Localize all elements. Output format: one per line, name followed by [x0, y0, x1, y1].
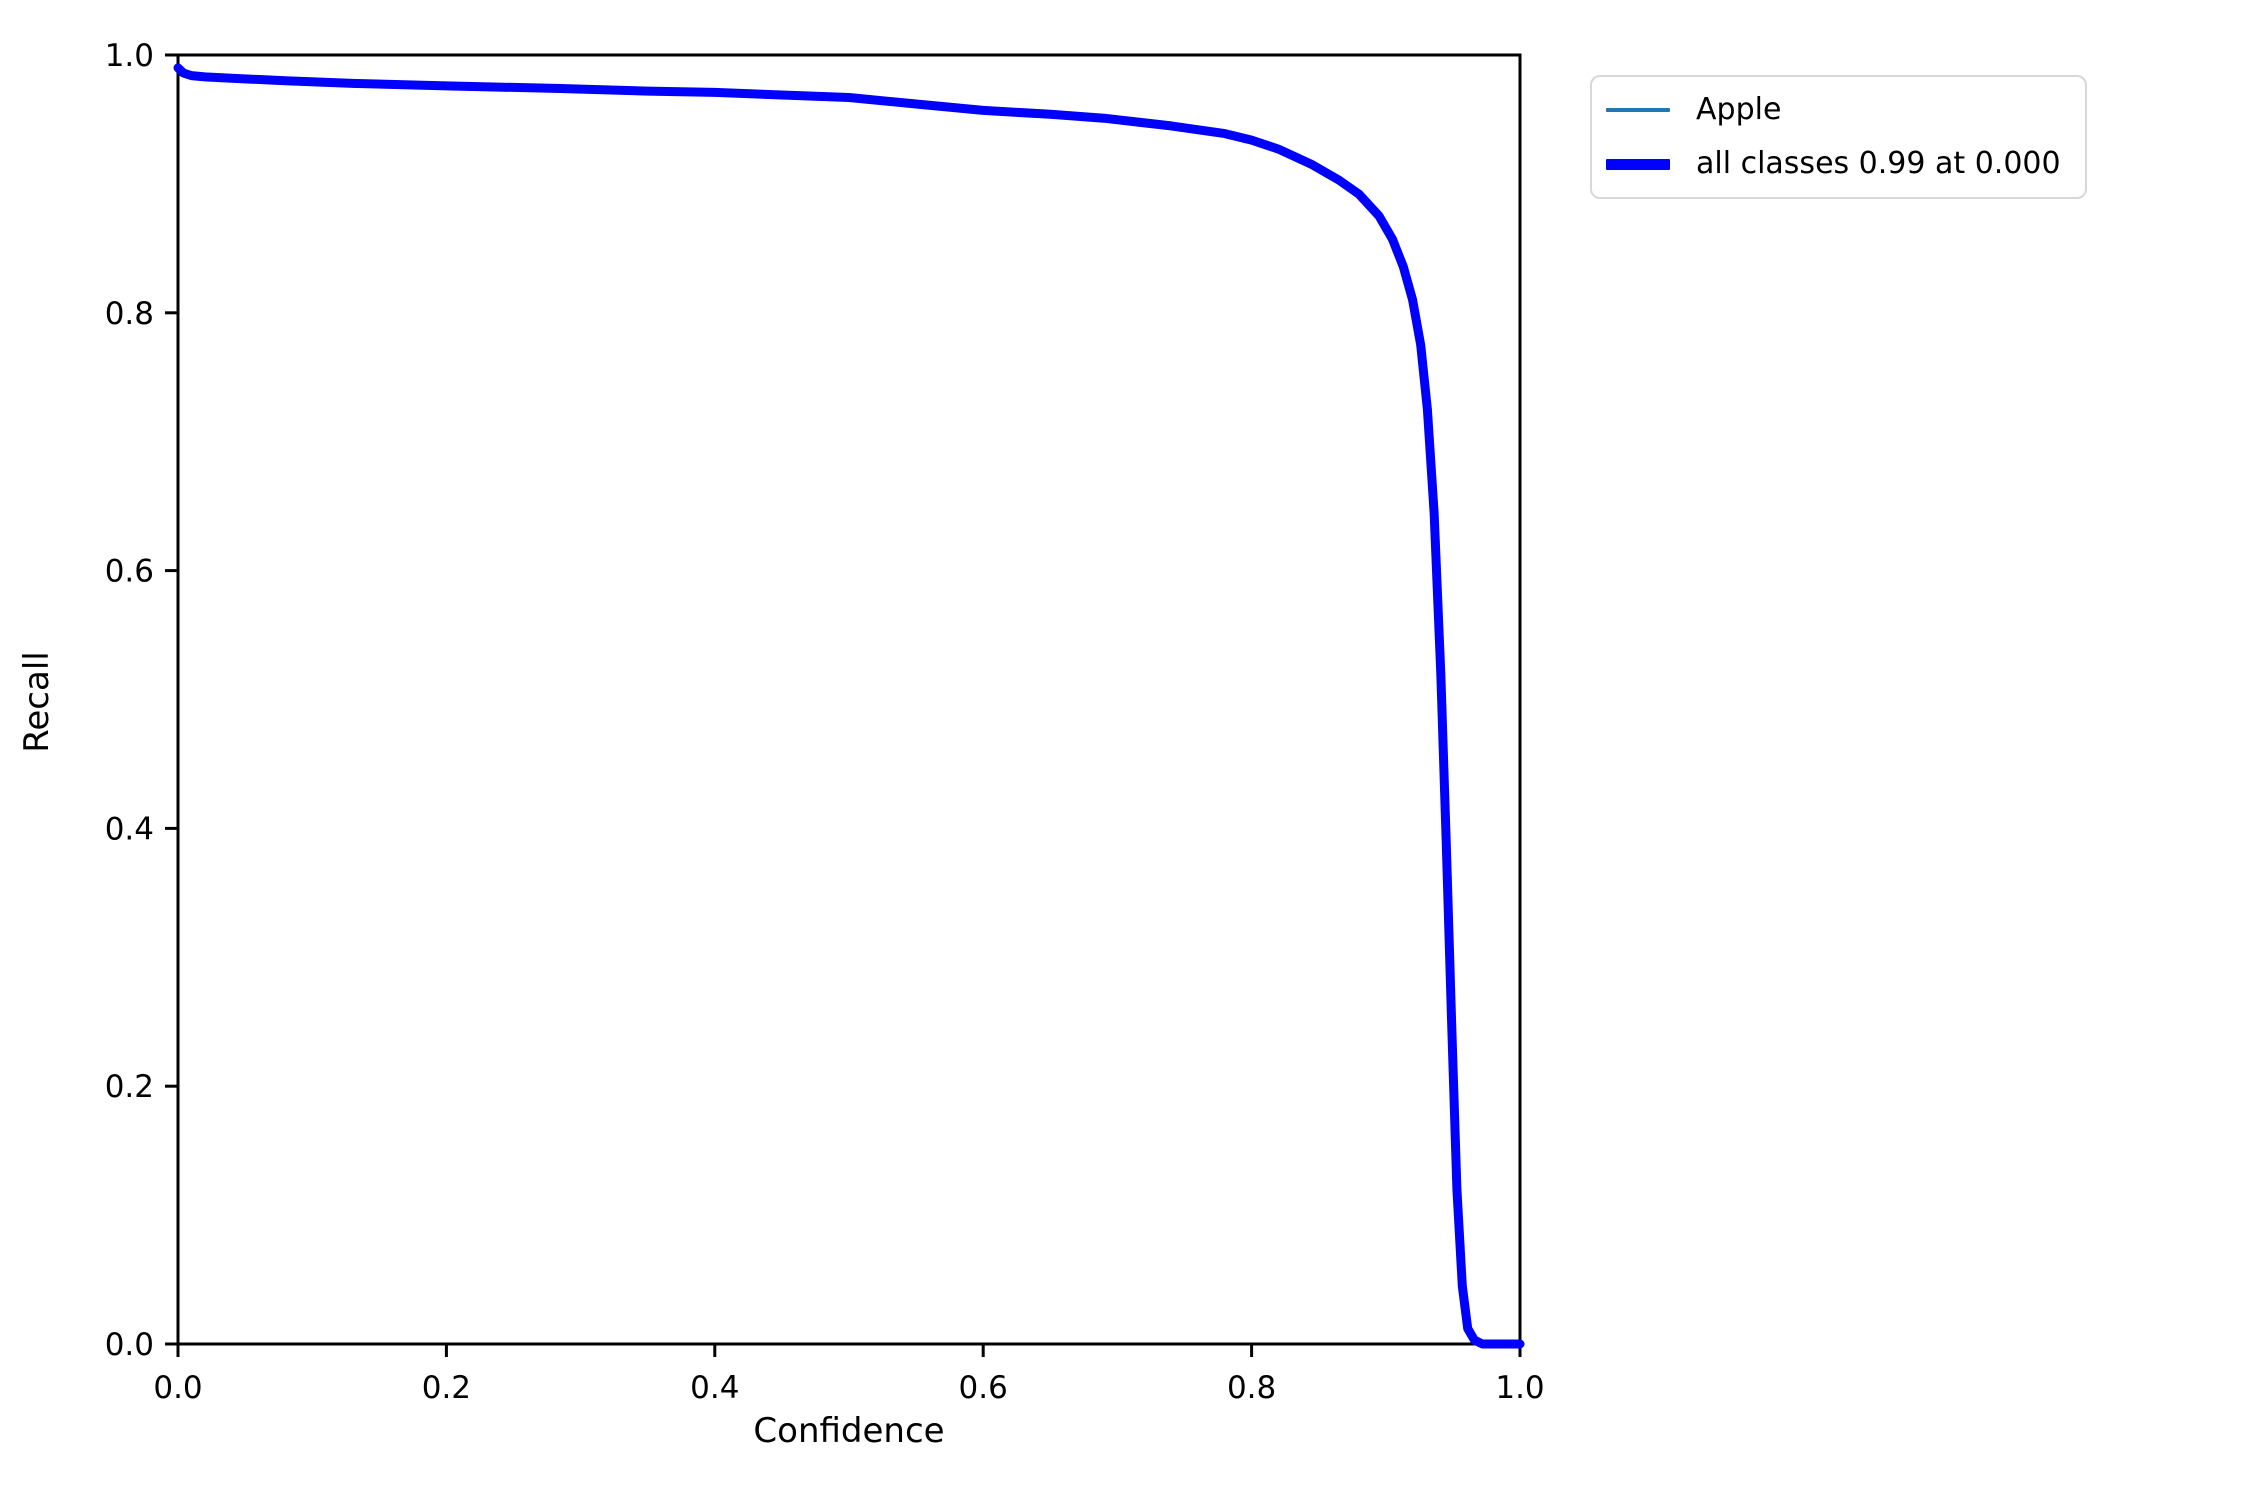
legend-entry-apple: Apple: [1606, 91, 2061, 129]
x-tick-label: 0.0: [153, 1370, 202, 1406]
x-tick-label: 0.8: [1227, 1370, 1276, 1406]
series-line-apple: [176, 66, 1522, 1346]
x-tick-label: 0.2: [422, 1370, 471, 1406]
y-tick-label: 0.0: [105, 1327, 154, 1363]
y-axis-title: Recall: [17, 651, 57, 753]
legend-entry-all-classes: all classes 0.99 at 0.000: [1606, 145, 2061, 183]
legend: Apple all classes 0.99 at 0.000: [1590, 75, 2087, 199]
y-tick-label: 0.6: [105, 554, 154, 590]
legend-label-apple: Apple: [1696, 92, 1782, 127]
y-tick-label: 0.2: [105, 1069, 154, 1105]
y-tick-label: 0.8: [105, 296, 154, 332]
series-line-all-classes: [173, 63, 1525, 1349]
x-tick-label: 0.6: [959, 1370, 1008, 1406]
legend-line-sample-apple: [1606, 108, 1670, 112]
x-tick-label: 0.4: [690, 1370, 739, 1406]
x-tick-label: 1.0: [1495, 1370, 1544, 1406]
y-tick-label: 0.4: [105, 811, 154, 847]
legend-label-all-classes: all classes 0.99 at 0.000: [1696, 146, 2061, 181]
y-tick-label: 1.0: [105, 38, 154, 74]
axes-spines: [176, 53, 1522, 1346]
x-axis-title: Confidence: [753, 1411, 945, 1451]
legend-line-sample-all-classes: [1606, 158, 1670, 170]
